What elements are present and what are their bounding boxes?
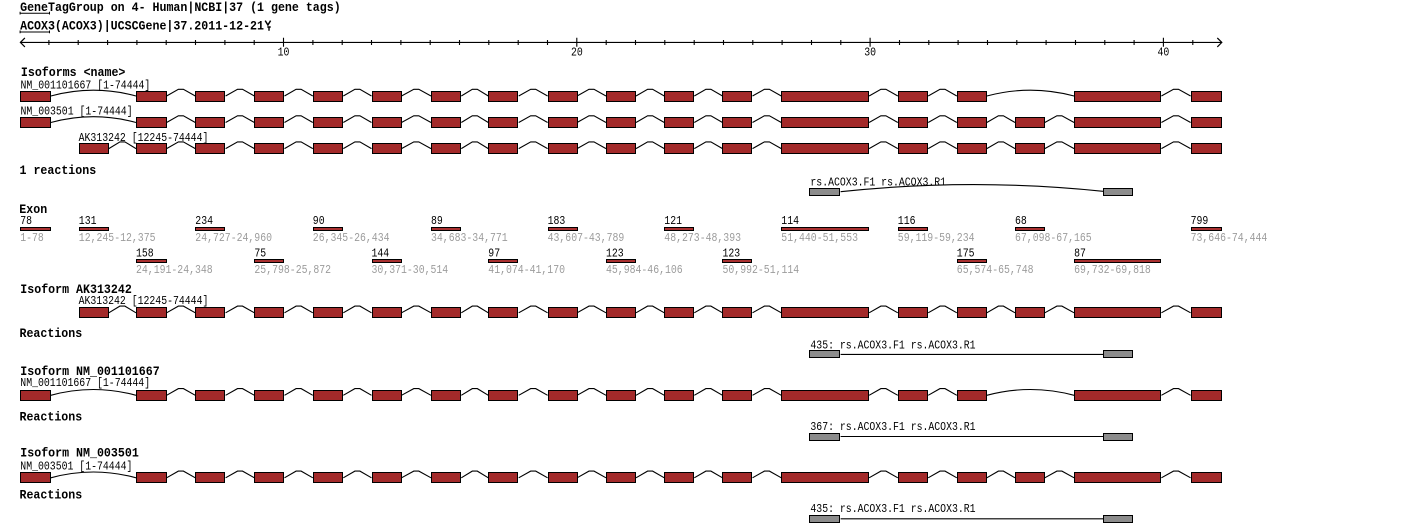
svg-text:30: 30 [864, 45, 876, 59]
svg-text:175: 175 [957, 246, 975, 260]
svg-text:34,683-34,771: 34,683-34,771 [431, 231, 508, 245]
svg-text:43,607-43,789: 43,607-43,789 [548, 231, 625, 245]
svg-text:Isoforms <name>: Isoforms <name> [21, 66, 126, 80]
svg-text:rs.ACOX3.F1 rs.ACOX3.R1: rs.ACOX3.F1 rs.ACOX3.R1 [810, 175, 946, 189]
svg-text:123: 123 [723, 246, 741, 260]
svg-text:Isoform AK313242: Isoform AK313242 [20, 283, 132, 297]
svg-text:69,732-69,818: 69,732-69,818 [1074, 263, 1151, 277]
svg-text:NM_001101667 [1-74444]: NM_001101667 [1-74444] [20, 376, 150, 390]
svg-text:Reactions: Reactions [20, 327, 83, 341]
svg-text:24,191-24,348: 24,191-24,348 [136, 263, 213, 277]
svg-text:40: 40 [1158, 45, 1170, 59]
svg-text:20: 20 [571, 45, 583, 59]
svg-text:10: 10 [278, 45, 290, 59]
svg-text:158: 158 [136, 246, 154, 260]
svg-text:116: 116 [898, 214, 916, 228]
svg-text:Exon: Exon [19, 203, 47, 217]
svg-text:51,440-51,553: 51,440-51,553 [781, 231, 858, 245]
svg-text:234: 234 [195, 214, 213, 228]
svg-text:GeneTagGroup on 4- Human|NCBI|: GeneTagGroup on 4- Human|NCBI|37 (1 gene… [20, 1, 341, 15]
svg-text:435: rs.ACOX3.F1 rs.ACOX3.R1: 435: rs.ACOX3.F1 rs.ACOX3.R1 [810, 502, 975, 516]
svg-text:59,119-59,234: 59,119-59,234 [898, 231, 975, 245]
svg-text:ACOX3(ACOX3)|UCSCGene|37.2011-: ACOX3(ACOX3)|UCSCGene|37.2011-12-21 [20, 20, 264, 34]
svg-text:67,098-67,165: 67,098-67,165 [1015, 231, 1092, 245]
svg-text:435: rs.ACOX3.F1 rs.ACOX3.R1: 435: rs.ACOX3.F1 rs.ACOX3.R1 [810, 339, 975, 353]
svg-text:NM_003501 [1-74444]: NM_003501 [1-74444] [20, 460, 132, 474]
svg-text:12,245-12,375: 12,245-12,375 [79, 231, 156, 245]
svg-text:24,727-24,960: 24,727-24,960 [195, 231, 272, 245]
svg-text:26,345-26,434: 26,345-26,434 [313, 231, 390, 245]
svg-text:Isoform NM_001101667: Isoform NM_001101667 [20, 365, 159, 379]
svg-text:1 reactions: 1 reactions [20, 164, 97, 178]
svg-text:73,646-74,444: 73,646-74,444 [1191, 231, 1268, 245]
svg-text:123: 123 [606, 246, 624, 260]
svg-text:25,798-25,872: 25,798-25,872 [254, 263, 331, 277]
svg-text:183: 183 [548, 214, 566, 228]
svg-text:144: 144 [372, 246, 390, 260]
svg-text:78: 78 [20, 214, 32, 228]
svg-text:131: 131 [79, 214, 97, 228]
svg-text:89: 89 [431, 214, 443, 228]
svg-text:AK313242 [12245-74444]: AK313242 [12245-74444] [79, 294, 209, 308]
svg-text:65,574-65,748: 65,574-65,748 [957, 263, 1034, 277]
svg-text:68: 68 [1015, 214, 1027, 228]
svg-text:1-78: 1-78 [20, 231, 44, 245]
svg-text:30,371-30,514: 30,371-30,514 [372, 263, 449, 277]
svg-text:Isoform NM_003501: Isoform NM_003501 [20, 447, 139, 461]
svg-text:AK313242 [12245-74444]: AK313242 [12245-74444] [79, 131, 209, 145]
svg-text:NM_001101667 [1-74444]: NM_001101667 [1-74444] [21, 79, 151, 93]
svg-text:41,074-41,170: 41,074-41,170 [488, 263, 565, 277]
svg-text:NM_003501 [1-74444]: NM_003501 [1-74444] [21, 105, 133, 119]
svg-text:367: rs.ACOX3.F1 rs.ACOX3.R1: 367: rs.ACOX3.F1 rs.ACOX3.R1 [810, 420, 975, 434]
svg-text:Reactions: Reactions [20, 410, 83, 424]
svg-text:114: 114 [781, 214, 799, 228]
svg-text:87: 87 [1074, 246, 1086, 260]
svg-text:97: 97 [488, 246, 500, 260]
svg-text:48,273-48,393: 48,273-48,393 [664, 231, 741, 245]
svg-text:50,992-51,114: 50,992-51,114 [723, 263, 800, 277]
svg-text:75: 75 [254, 246, 266, 260]
svg-text:Reactions: Reactions [20, 488, 83, 502]
svg-text:45,984-46,106: 45,984-46,106 [606, 263, 683, 277]
svg-text:799: 799 [1191, 214, 1209, 228]
svg-text:90: 90 [313, 214, 325, 228]
svg-text:121: 121 [664, 214, 682, 228]
